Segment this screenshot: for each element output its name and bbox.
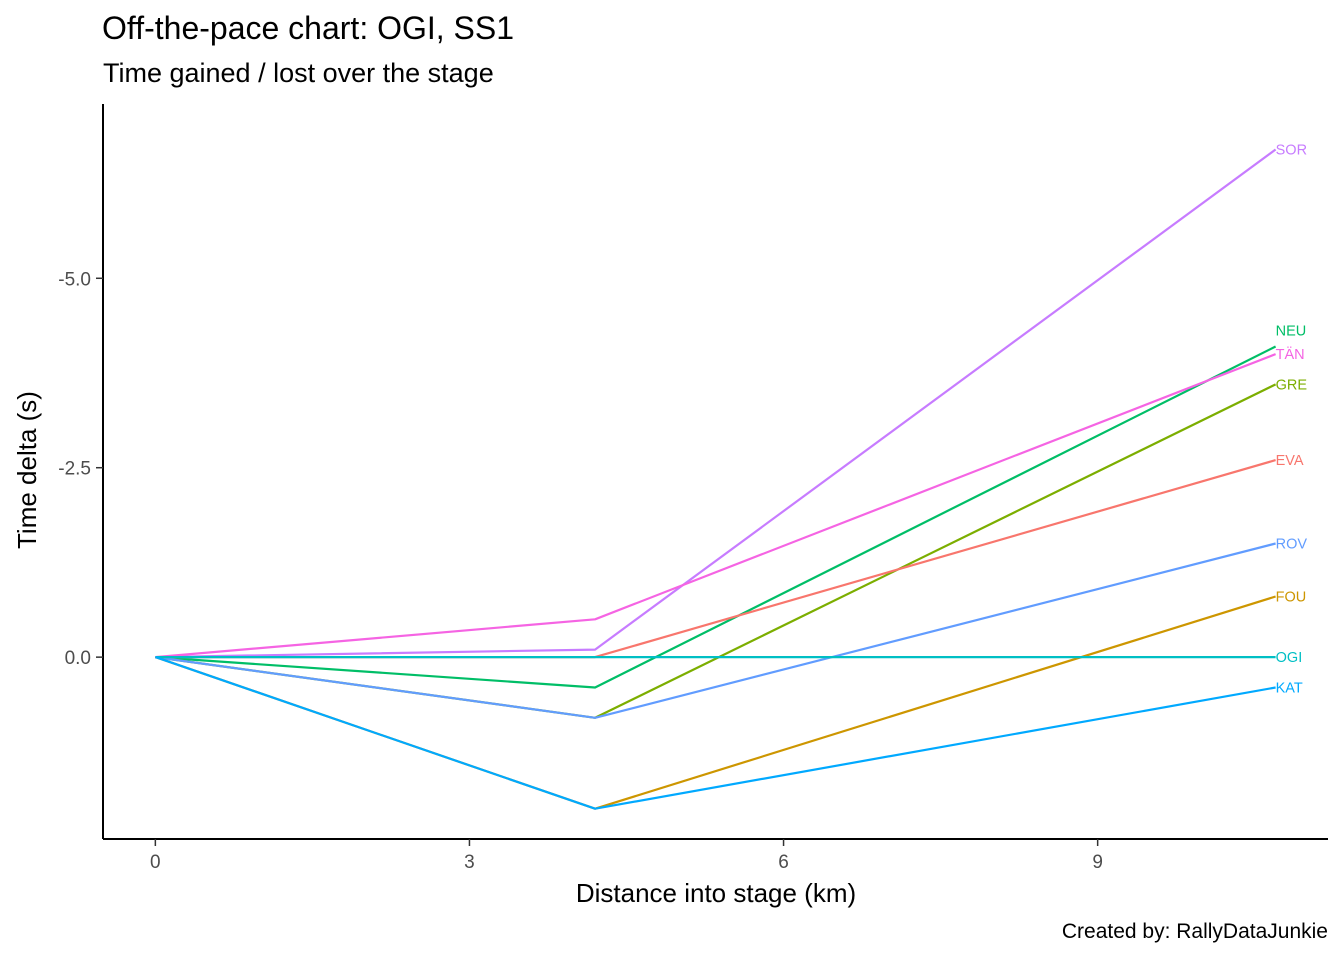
series-line-sor [155,148,1277,659]
chart-subtitle: Time gained / lost over the stage [103,58,494,88]
x-tick-label: 3 [464,852,475,873]
chart-title: Off-the-pace chart: OGI, SS1 [102,10,515,46]
series-label-ogi: OGI [1276,650,1303,666]
series-label-gre: GRE [1276,377,1308,393]
series-label-fou: FOU [1276,590,1307,606]
x-tick-label: 6 [778,852,789,873]
chart-caption: Created by: RallyDataJunkie [1061,920,1328,943]
series-label-sor: SOR [1276,142,1307,158]
axes: 0 3 6 9 -5.0 -2.5 0.0 [58,104,1328,873]
y-tick-label: 0.0 [65,648,91,669]
series-label-tän: TÄN [1276,346,1305,363]
series-line-neu [155,345,1277,689]
y-tick-label: -5.0 [58,269,91,290]
series-line-tän [155,353,1276,659]
series-line-rov [155,542,1276,719]
x-tick-label: 0 [150,852,161,873]
series-label-kat: KAT [1276,680,1303,696]
series-label-rov: ROV [1276,536,1308,552]
y-tick-label: -2.5 [58,459,91,480]
series-line-kat [155,656,1276,810]
series-label-neu: NEU [1276,323,1307,339]
x-axis-title: Distance into stage (km) [576,878,856,908]
series-label-eva: EVA [1276,453,1304,469]
series-end-labels: SOR NEU TÄN GRE EVA ROV FOU OGI KAT [1276,142,1308,696]
x-tick-label: 9 [1092,852,1103,873]
y-axis-title: Time delta (s) [12,391,42,549]
series-lines [155,148,1277,810]
